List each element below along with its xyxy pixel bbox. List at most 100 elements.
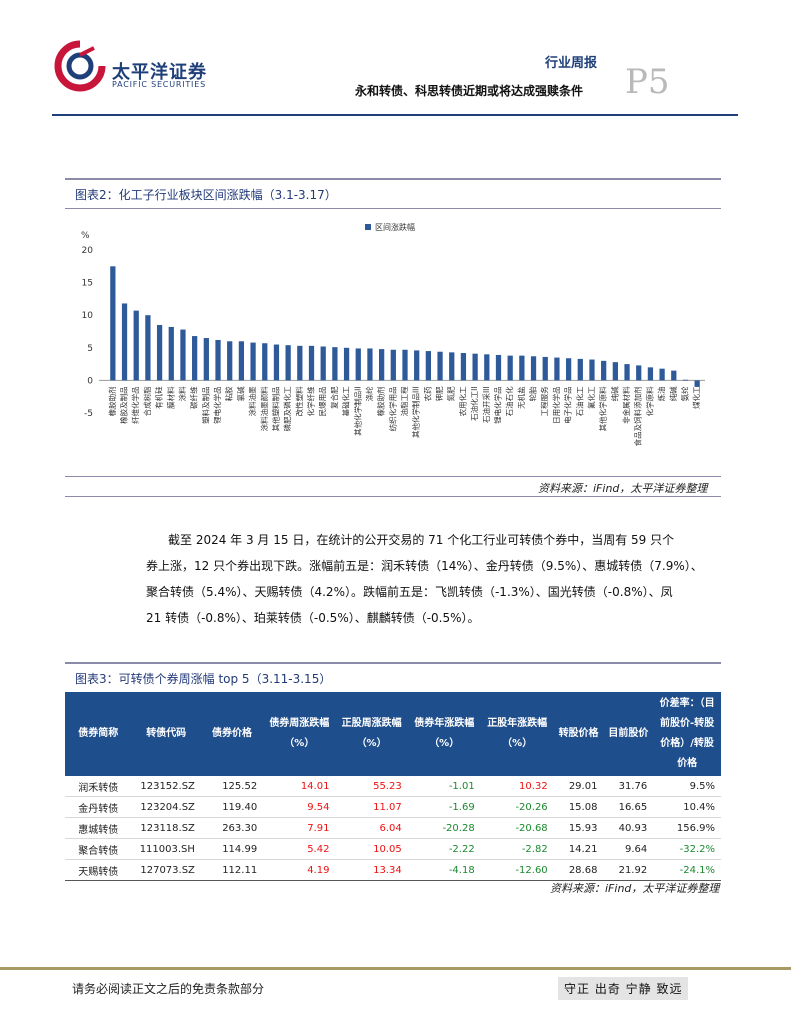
legend-label: 区间涨跌幅 xyxy=(375,222,415,232)
bar xyxy=(367,348,373,381)
x-tick-label: 塑料及制品 xyxy=(200,386,210,424)
table-cell: 111003.SH xyxy=(131,838,201,860)
bar xyxy=(425,351,432,381)
bar xyxy=(203,338,209,381)
x-tick-label: 农用化工 xyxy=(457,386,467,416)
x-tick-label: 氮肥 xyxy=(446,386,456,401)
x-tick-label: 粘胶 xyxy=(224,386,234,401)
table-cell: 114.99 xyxy=(200,838,264,860)
table-cell: 7.91 xyxy=(263,817,336,839)
table-cell: 13.34 xyxy=(335,859,408,881)
x-tick-label: 石油化工 xyxy=(574,386,584,416)
table-cell: 金丹转债 xyxy=(65,796,132,818)
table-cell: 5.42 xyxy=(263,838,336,860)
bar xyxy=(308,345,315,381)
bar xyxy=(484,354,490,381)
table-cell: 天赐转债 xyxy=(65,859,132,881)
x-tick-label: 橡胶助剂 xyxy=(107,386,117,416)
table-cell: -20.68 xyxy=(480,817,554,839)
x-tick-label: 有机硅 xyxy=(154,386,164,409)
x-tick-label: 电子化学品 xyxy=(563,386,573,424)
column-header: 转债代码 xyxy=(131,692,201,776)
bar xyxy=(694,380,700,387)
x-tick-label: 食品及饲料添加剂 xyxy=(633,386,643,446)
x-tick-label: 基础化工 xyxy=(341,386,351,416)
figure-source: 资料来源：iFind，太平洋证券整理 xyxy=(538,482,708,495)
x-tick-label: 化学纤维 xyxy=(306,386,316,416)
x-tick-label: 碳纤维 xyxy=(189,386,199,409)
bar xyxy=(121,303,128,381)
x-tick-label: 其他化学制品II xyxy=(352,386,362,435)
x-tick-label: 民爆用品 xyxy=(317,386,327,416)
x-tick-label: 纺织化学用品 xyxy=(387,386,397,431)
header-divider xyxy=(52,114,738,116)
column-header: 正股年涨跌幅（%） xyxy=(480,692,554,776)
table-cell: 惠城转债 xyxy=(65,817,132,839)
bar xyxy=(659,368,665,381)
table-cell: -2.22 xyxy=(407,838,481,860)
table-cell: 55.23 xyxy=(335,776,408,797)
table-row: 润禾转债 123152.SZ 125.52 14.01 55.23 -1.01 … xyxy=(65,776,721,797)
bar xyxy=(156,324,163,381)
x-tick-label: 磷肥及磷化工 xyxy=(282,386,292,431)
bar xyxy=(168,326,174,381)
bar xyxy=(565,358,572,381)
table-cell: 6.04 xyxy=(335,817,408,839)
bar xyxy=(238,341,245,381)
x-tick-label: 氨纶 xyxy=(679,386,689,401)
table-cell: 16.65 xyxy=(603,796,654,818)
x-tick-label: 农药 xyxy=(422,386,432,401)
bar xyxy=(227,341,233,381)
bar xyxy=(671,370,677,381)
x-tick-label: 锂电化学品 xyxy=(492,386,502,424)
table-row: 金丹转债 123204.SZ 119.40 9.54 11.07 -1.69 -… xyxy=(65,796,721,818)
bar xyxy=(601,360,607,381)
x-tick-label: 橡胶及制品 xyxy=(119,386,129,424)
paragraph-line: 21 转债（-0.8%）、珀莱转债（-0.5%）、麒麟转债（-0.5%）。 xyxy=(146,611,480,625)
table-cell: 40.93 xyxy=(603,817,654,839)
table-cell: -1.01 xyxy=(407,776,481,797)
table-title: 图表3：可转债个券周涨幅 top 5（3.11-3.15） xyxy=(75,672,332,686)
table-cell: -1.69 xyxy=(407,796,481,818)
table-cell: 21.92 xyxy=(603,859,654,881)
table-cell: 123118.SZ xyxy=(131,817,201,839)
bar xyxy=(519,355,525,381)
table-cell: 31.76 xyxy=(603,776,654,797)
table-cell: 10.32 xyxy=(480,776,554,797)
x-tick-label: 煤化工 xyxy=(691,386,701,409)
bar xyxy=(402,349,408,381)
brand-name-en: PACIFIC SECURITIES xyxy=(112,80,206,89)
table-cell: 9.5% xyxy=(653,776,721,797)
bar xyxy=(285,345,291,381)
x-tick-label: 石油开采III xyxy=(481,386,491,423)
table-cell: -4.18 xyxy=(407,859,481,881)
bar xyxy=(262,343,268,381)
bar xyxy=(133,310,139,381)
table-cell: 125.52 xyxy=(200,776,264,797)
y-axis-label: % xyxy=(81,231,90,241)
table-top-rule xyxy=(65,662,721,664)
footer-disclaimer: 请务必阅读正文之后的免责条款部分 xyxy=(72,982,265,996)
bar xyxy=(472,353,478,381)
table-cell: 29.01 xyxy=(553,776,604,797)
table-cell: 28.68 xyxy=(553,859,604,881)
legend-swatch xyxy=(365,224,371,230)
bar xyxy=(682,379,689,381)
x-tick-label: 钾肥 xyxy=(435,386,444,401)
column-header: 债券简称 xyxy=(65,692,132,776)
bar xyxy=(437,351,443,381)
column-header: 转股价格 xyxy=(553,692,604,776)
x-tick-label: 合成树脂 xyxy=(142,386,152,416)
table-cell: 156.9% xyxy=(653,817,721,839)
bar xyxy=(507,355,513,381)
x-tick-label: 纤维化学品 xyxy=(130,386,140,424)
brand-name: 太平洋证券 xyxy=(112,62,207,83)
bar xyxy=(273,344,280,381)
table-cell: 112.11 xyxy=(200,859,264,881)
x-tick-label: 膜材料 xyxy=(165,386,175,409)
x-tick-label: 橡胶助剂 xyxy=(376,386,386,416)
table-cell: 119.40 xyxy=(200,796,264,818)
bar xyxy=(110,266,116,381)
bar xyxy=(589,359,595,381)
